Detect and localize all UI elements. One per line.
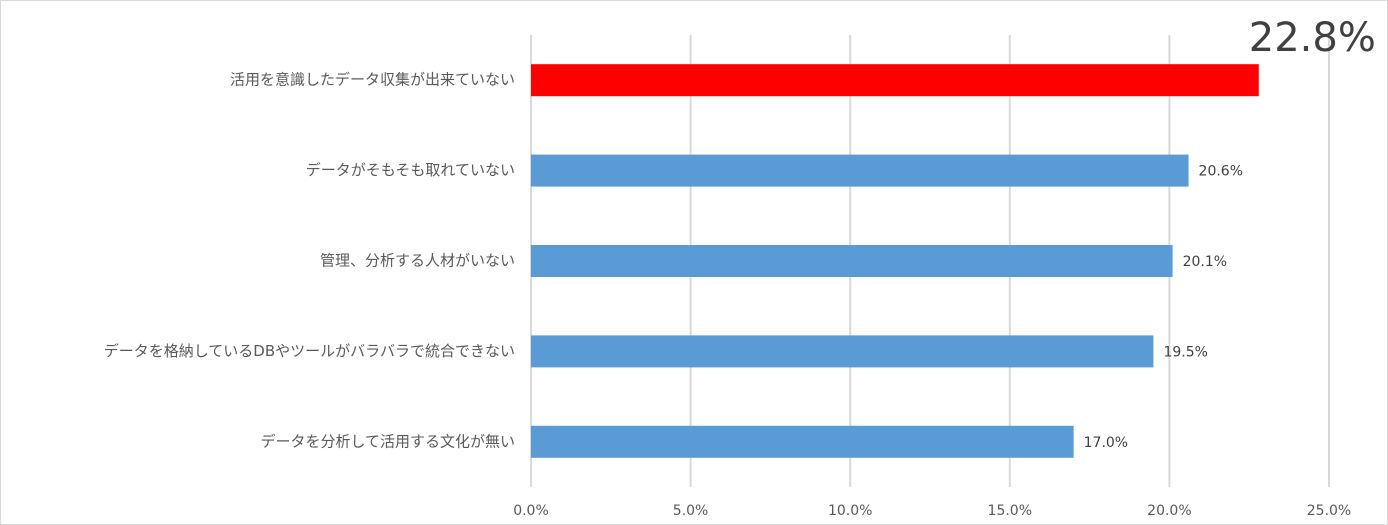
y-tick-label: データを分析して活用する文化が無い <box>260 432 515 450</box>
x-tick-label: 5.0% <box>673 503 709 519</box>
y-tick-label: データがそもそも取れていない <box>306 161 515 179</box>
bar <box>531 245 1173 277</box>
y-tick-label: 管理、分析する人材がいない <box>320 252 515 270</box>
x-tick-label: 20.0% <box>1147 503 1191 519</box>
y-tick-label: データを格納しているDBやツールがバラバラで統合できない <box>104 342 515 360</box>
value-label: 19.5% <box>1163 344 1207 360</box>
bar <box>531 154 1189 187</box>
value-label: 20.6% <box>1199 164 1243 180</box>
bar <box>531 64 1259 97</box>
value-label: 17.0% <box>1084 435 1128 451</box>
value-label: 20.1% <box>1183 254 1227 270</box>
x-tick-label: 10.0% <box>828 503 872 519</box>
y-tick-label: 活用を意識したデータ収集が出来ていない <box>230 71 515 89</box>
x-tick-label: 15.0% <box>988 503 1032 519</box>
bar <box>531 425 1074 458</box>
value-label: 22.8% <box>1249 15 1376 61</box>
x-tick-label: 0.0% <box>513 503 549 519</box>
bar <box>531 335 1154 368</box>
x-tick-label: 25.0% <box>1307 503 1351 519</box>
